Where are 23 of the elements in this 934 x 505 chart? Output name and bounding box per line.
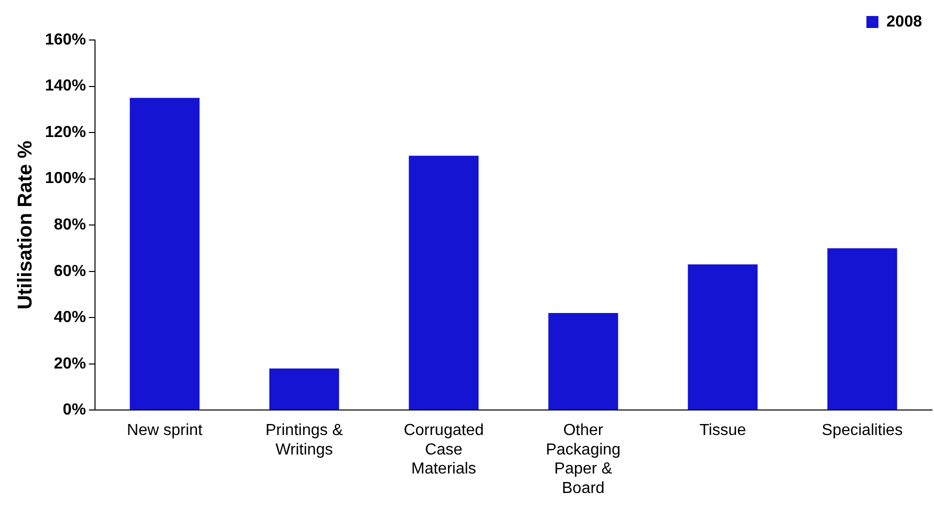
bar (269, 368, 340, 410)
legend-label: 2008 (886, 13, 922, 30)
y-tick-label: 120% (45, 124, 86, 141)
y-tick-label: 60% (54, 262, 86, 280)
y-tick-label: 160% (45, 31, 86, 48)
x-tick-label: Tissue (699, 422, 746, 440)
y-tick-label: 80% (54, 216, 86, 234)
x-tick-label: Corrugated Case Materials (404, 422, 484, 478)
bar (130, 98, 200, 410)
x-tick-label: New sprint (126, 422, 204, 440)
x-tick-label: Specialities (822, 422, 903, 440)
bar (408, 156, 479, 410)
bar (548, 313, 618, 410)
y-tick-label: 140% (45, 78, 86, 95)
x-tick-label: Printings & Writings (266, 422, 344, 458)
bar (827, 248, 898, 410)
bar (688, 264, 758, 410)
y-tick-label: 20% (54, 355, 86, 372)
y-tick-label: 0% (62, 402, 86, 419)
x-tick-label: Other Packaging Paper & Board (546, 422, 621, 497)
y-tick-label: 40% (54, 309, 86, 326)
y-axis-title: Utilisation Rate % (14, 140, 37, 310)
y-tick-label: 100% (45, 170, 86, 188)
